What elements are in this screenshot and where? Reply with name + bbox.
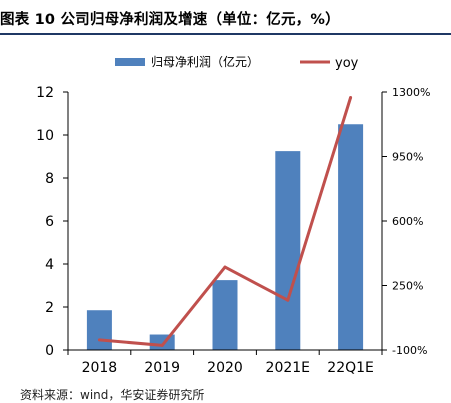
legend-bar-label: 归母净利润（亿元） (151, 54, 259, 69)
axes: 0 2 4 6 8 10 12 -100% 250% 600% 950% 1300% 2018 2019 2… (36, 85, 430, 376)
yoy-point (160, 343, 164, 347)
x-tick-label: 2021E (266, 360, 310, 376)
yoy-point (286, 298, 290, 302)
right-tick-label: 950% (392, 151, 423, 164)
left-tick-label: 8 (45, 171, 54, 187)
x-tick-label: 2018 (82, 360, 118, 376)
title-rule (0, 33, 451, 35)
x-tick-label: 22Q1E (327, 360, 374, 376)
right-tick-label: 250% (392, 280, 423, 293)
x-tick-label: 2020 (207, 360, 243, 376)
bar (212, 280, 238, 350)
legend-line-label: yoy (335, 56, 359, 71)
left-tick-label: 2 (45, 300, 54, 316)
bars (86, 124, 364, 350)
yoy-point (349, 96, 353, 100)
yoy-point (223, 265, 227, 269)
right-tick-label: -100% (392, 344, 427, 357)
yoy-line (97, 96, 353, 347)
x-tick-label: 2019 (144, 360, 180, 376)
figure-title: 图表 10 公司归母净利润及增速（单位：亿元，%） (0, 12, 340, 28)
source-note: 资料来源：wind，华安证券研究所 (20, 388, 205, 402)
left-tick-label: 12 (36, 85, 54, 101)
yoy-point (97, 338, 101, 342)
left-tick-label: 6 (45, 214, 54, 230)
legend: 归母净利润（亿元） yoy (115, 54, 359, 71)
left-tick-label: 4 (45, 257, 54, 273)
bar (86, 310, 112, 350)
legend-bar-swatch (115, 58, 145, 66)
right-tick-label: 1300% (392, 86, 430, 99)
left-tick-label: 0 (45, 343, 54, 359)
left-tick-label: 10 (36, 128, 54, 144)
right-tick-label: 600% (392, 215, 423, 228)
bar (275, 151, 301, 350)
bar (338, 124, 364, 350)
